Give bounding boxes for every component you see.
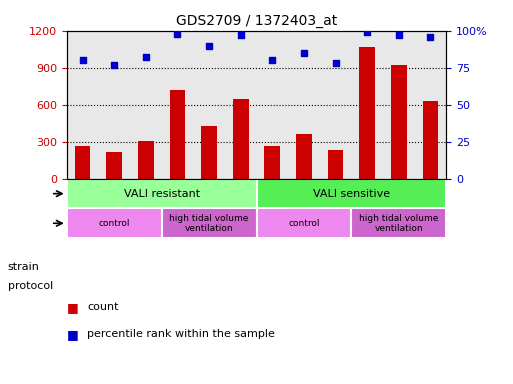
Bar (74, 146, 90, 179)
Point (236, 32, 245, 38)
Bar (67, 209, 162, 238)
Point (363, 29, 371, 35)
Text: control: control (288, 219, 320, 228)
Bar (233, 99, 249, 179)
Text: protocol: protocol (8, 281, 53, 291)
Bar (256, 209, 351, 238)
Text: ■: ■ (67, 301, 78, 314)
Point (78, 57, 87, 63)
Point (268, 57, 277, 63)
Point (426, 33, 435, 40)
Bar (423, 101, 439, 179)
Point (173, 31, 182, 37)
Text: VALI resistant: VALI resistant (124, 189, 200, 199)
Bar (201, 126, 217, 179)
Text: percentile rank within the sample: percentile rank within the sample (87, 329, 275, 339)
Bar (391, 65, 407, 179)
Bar (256, 179, 446, 209)
Point (142, 54, 150, 60)
Text: VALI sensitive: VALI sensitive (313, 189, 390, 199)
Bar (359, 47, 375, 179)
Point (205, 43, 213, 49)
Title: GDS2709 / 1372403_at: GDS2709 / 1372403_at (176, 14, 337, 28)
Bar (351, 209, 446, 238)
Point (110, 62, 118, 68)
Bar (328, 151, 344, 179)
Text: high tidal volume
ventilation: high tidal volume ventilation (359, 214, 439, 233)
Text: control: control (98, 219, 130, 228)
Text: count: count (87, 302, 119, 312)
Text: high tidal volume
ventilation: high tidal volume ventilation (169, 214, 249, 233)
Point (331, 60, 340, 66)
Bar (162, 209, 256, 238)
Text: strain: strain (8, 262, 40, 272)
Bar (106, 152, 122, 179)
Point (300, 50, 308, 56)
Point (394, 32, 403, 38)
Bar (264, 146, 280, 179)
Text: ■: ■ (67, 328, 78, 341)
Bar (67, 179, 256, 209)
Bar (296, 134, 312, 179)
Bar (169, 90, 185, 179)
Bar (138, 141, 154, 179)
